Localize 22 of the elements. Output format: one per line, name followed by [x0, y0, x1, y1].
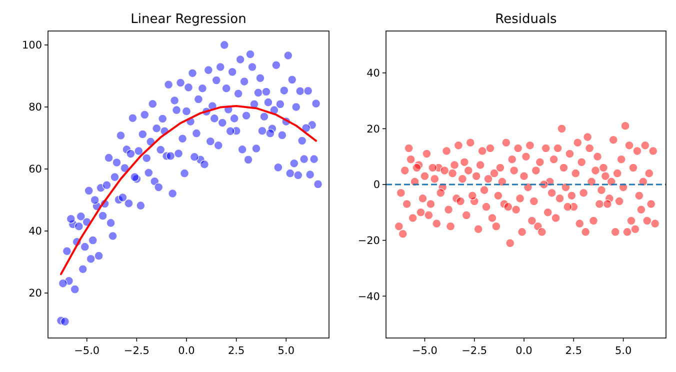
x-tick-label: 0.0 — [178, 345, 195, 357]
y-tick-label: −40 — [358, 290, 380, 303]
y-tick-label: 40 — [28, 226, 42, 238]
x-tick-label: −2.5 — [124, 345, 150, 357]
x-tick-label: −5.0 — [412, 345, 438, 357]
x-tick-label: −2.5 — [462, 345, 488, 357]
y-tick-label: 60 — [28, 164, 42, 176]
y-tick-label: 80 — [28, 102, 42, 114]
y-tick-label: 0 — [373, 179, 380, 192]
x-tick-label: 5.0 — [614, 345, 632, 357]
chart-title: Linear Regression — [130, 12, 246, 27]
x-tick-label: 5.0 — [278, 345, 295, 357]
chart-title: Residuals — [495, 12, 558, 27]
x-tick-label: −5.0 — [74, 345, 100, 357]
x-tick-label: 2.5 — [228, 345, 245, 357]
y-tick-label: 40 — [366, 68, 380, 80]
y-tick-label: 20 — [366, 123, 380, 136]
y-tick-label: −20 — [358, 234, 380, 247]
x-tick-label: 2.5 — [565, 345, 582, 357]
y-tick-label: 20 — [28, 288, 42, 300]
y-tick-label: 100 — [22, 40, 42, 52]
x-tick-label: 0.0 — [516, 345, 532, 357]
